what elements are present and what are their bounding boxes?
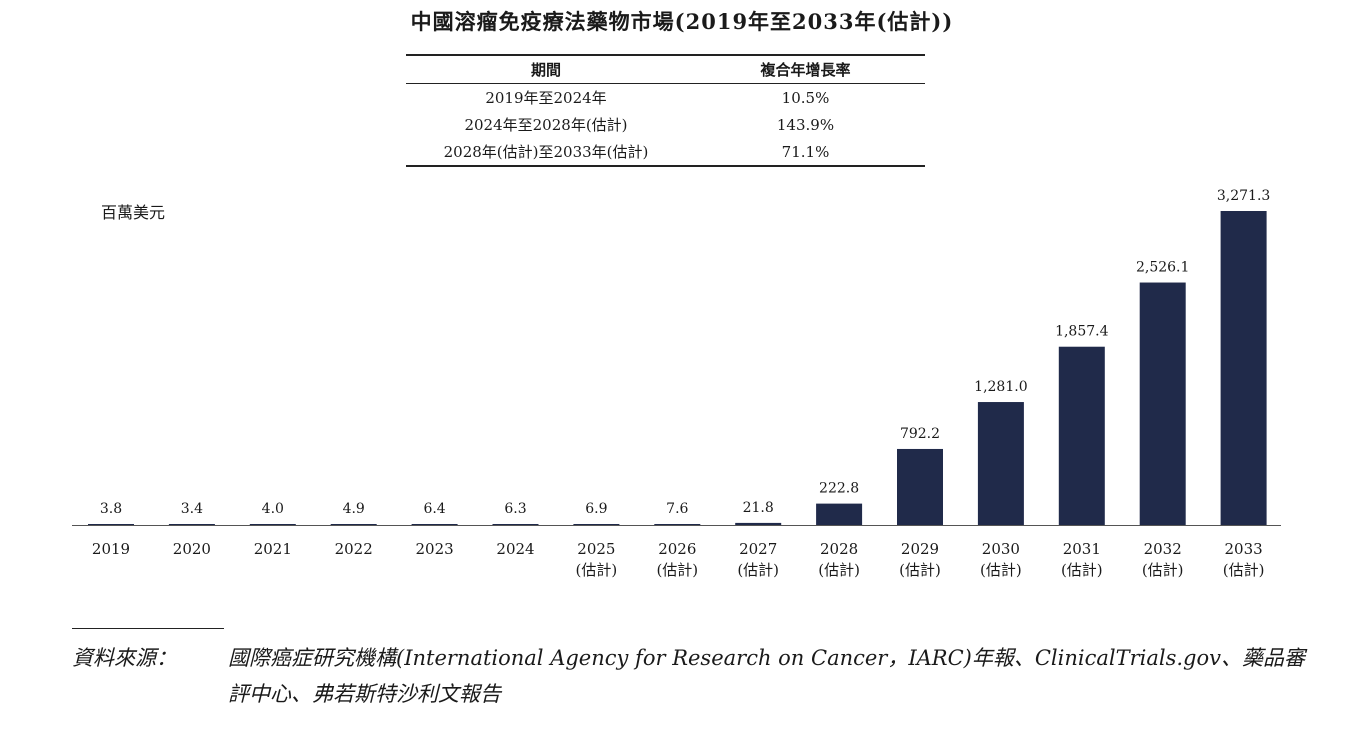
bar	[249, 524, 296, 525]
data-label: 4.9	[343, 501, 365, 517]
data-label: 3.4	[181, 501, 203, 517]
cagr-row: 2028年(估計)至2033年(估計) 71.1%	[406, 138, 925, 167]
data-label: 222.8	[819, 481, 859, 497]
y-axis-unit-label: 百萬美元	[101, 203, 166, 222]
cagr-header-row: 期間 複合年增長率	[406, 54, 925, 84]
data-label: 4.0	[262, 501, 284, 517]
bar	[735, 522, 782, 525]
bar	[1058, 346, 1105, 525]
bar	[977, 402, 1024, 525]
bar	[411, 524, 458, 525]
data-label: 3,271.3	[1217, 188, 1270, 204]
x-tick-label: 2023	[416, 540, 454, 558]
x-tick-label: 2029	[901, 540, 939, 558]
x-tick-label: 2031	[1063, 540, 1101, 558]
cagr-header-rate: 複合年增長率	[686, 54, 925, 84]
x-tick-label: 2026	[658, 540, 696, 558]
chart-title: 中國溶瘤免疫療法藥物市場(2019年至2033年(估計))	[410, 9, 954, 34]
x-tick-sublabel: (估計)	[737, 561, 779, 579]
data-label: 6.4	[423, 501, 445, 517]
data-label: 6.3	[504, 501, 526, 517]
bar	[573, 524, 620, 525]
bar-chart: 3.8 2019 3.4 2020 4.0 2021 4.9 2022 6.4 2023 6.3 20…	[72, 188, 1281, 579]
cagr-period: 2019年至2024年	[485, 89, 607, 107]
x-tick-label: 2032	[1144, 540, 1182, 558]
data-label: 7.6	[666, 501, 688, 517]
x-tick-label: 2020	[173, 540, 211, 558]
data-label: 3.8	[100, 501, 122, 517]
x-tick-label: 2021	[254, 540, 292, 558]
bar	[330, 524, 377, 525]
x-tick-sublabel: (估計)	[980, 561, 1022, 579]
x-tick-label: 2025	[577, 540, 615, 558]
data-label: 792.2	[900, 426, 940, 442]
bar	[1139, 282, 1186, 525]
bar	[816, 503, 863, 525]
data-label: 6.9	[585, 501, 607, 517]
cagr-rate: 71.1%	[686, 138, 925, 167]
source-note: 資料來源： 國際癌症研究機構(International Agency for R…	[72, 640, 1308, 712]
cagr-row: 2024年至2028年(估計) 143.9%	[406, 111, 925, 138]
x-tick-sublabel: (估計)	[818, 561, 860, 579]
bar	[1220, 211, 1267, 525]
data-label: 2,526.1	[1136, 260, 1189, 276]
data-label: 21.8	[743, 500, 774, 516]
x-tick-sublabel: (估計)	[899, 561, 941, 579]
bar	[168, 524, 215, 525]
bar	[492, 524, 539, 525]
x-tick-label: 2028	[820, 540, 858, 558]
x-tick-label: 2024	[496, 540, 534, 558]
x-tick-sublabel: (估計)	[576, 561, 618, 579]
data-label: 1,857.4	[1055, 324, 1109, 340]
x-tick-sublabel: (估計)	[656, 561, 698, 579]
bar	[897, 448, 943, 525]
cagr-table: 期間 複合年增長率 2019年至2024年 10.5% 2024年至2028年(…	[406, 54, 925, 167]
source-text: 國際癌症研究機構(International Agency for Resear…	[228, 646, 1306, 706]
cagr-period: 2024年至2028年(估計)	[464, 116, 628, 134]
x-tick-sublabel: (估計)	[1142, 561, 1184, 579]
cagr-row: 2019年至2024年 10.5%	[406, 84, 925, 112]
x-tick-sublabel: (估計)	[1223, 561, 1265, 579]
data-label: 1,281.0	[974, 379, 1027, 395]
x-tick-label: 2019	[92, 540, 130, 558]
source-label: 資料來源：	[72, 646, 177, 670]
bar	[88, 524, 134, 525]
cagr-rate: 143.9%	[776, 115, 835, 134]
x-tick-label: 2022	[335, 540, 373, 558]
cagr-period: 2028年(估計)至2033年(估計)	[406, 138, 686, 167]
cagr-header-period: 期間	[406, 54, 686, 84]
source-divider	[72, 628, 224, 629]
x-tick-label: 2033	[1225, 540, 1263, 558]
x-tick-label: 2027	[739, 540, 777, 558]
x-tick-label: 2030	[982, 540, 1020, 558]
bar	[654, 524, 701, 525]
cagr-rate: 10.5%	[781, 88, 830, 107]
x-tick-sublabel: (估計)	[1061, 561, 1103, 579]
